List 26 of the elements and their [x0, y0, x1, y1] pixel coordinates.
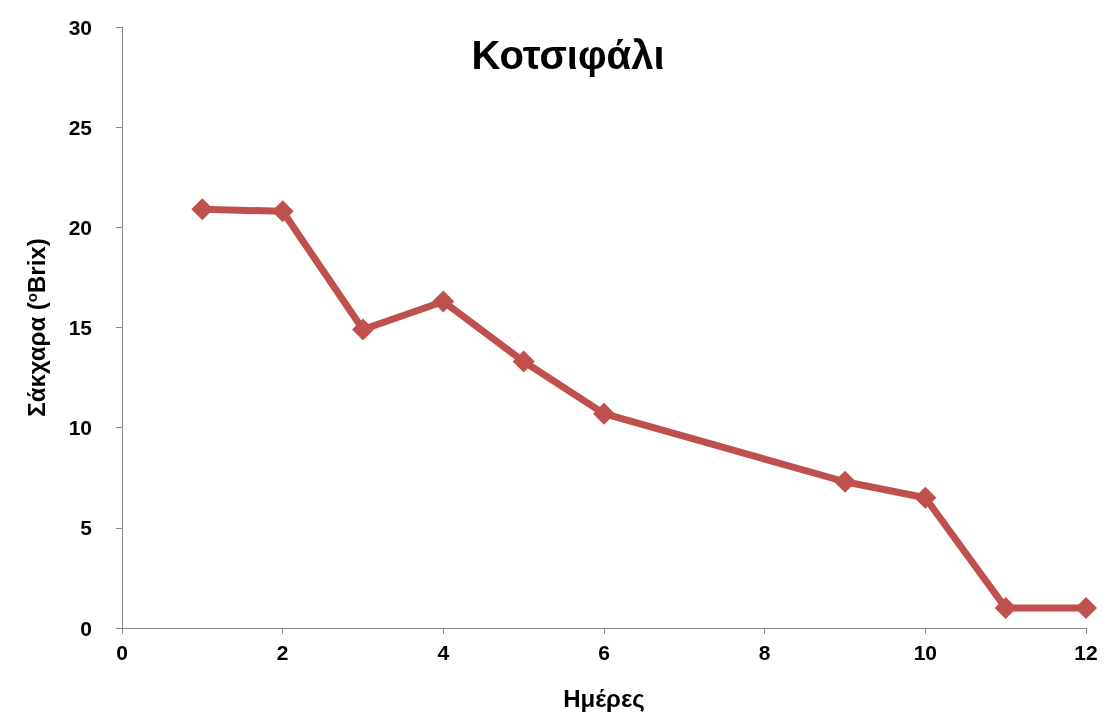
point	[834, 470, 856, 493]
point	[352, 318, 374, 341]
y-tick-label: 10	[68, 416, 92, 440]
x-tick-label: 12	[1074, 641, 1098, 664]
x-axis-title: Ημέρες	[563, 684, 645, 712]
y-tick-label: 20	[68, 215, 92, 239]
y-tick-label: 25	[68, 115, 93, 139]
x-tick-label: 2	[276, 641, 289, 664]
y-tick-label: 15	[68, 316, 93, 339]
y-tick-label: 30	[68, 15, 92, 39]
point	[1075, 596, 1097, 619]
x-tick-label: 4	[437, 641, 450, 664]
point	[994, 596, 1017, 619]
point	[593, 402, 615, 425]
y-tick-label: 5	[80, 516, 93, 540]
x-tick-label: 10	[913, 641, 938, 664]
chart-title: Κοτσιφάλι	[471, 33, 665, 77]
point	[512, 350, 535, 373]
point	[271, 200, 294, 223]
y-tick-label: 0	[80, 616, 92, 640]
x-tick-label: 8	[758, 641, 771, 664]
y-axis-title: Σάκχαρα (oBrix)	[22, 238, 50, 417]
x-tick-label: 0	[116, 641, 128, 664]
point	[914, 486, 937, 509]
x-tick-label: 6	[598, 641, 610, 664]
point	[432, 290, 455, 313]
